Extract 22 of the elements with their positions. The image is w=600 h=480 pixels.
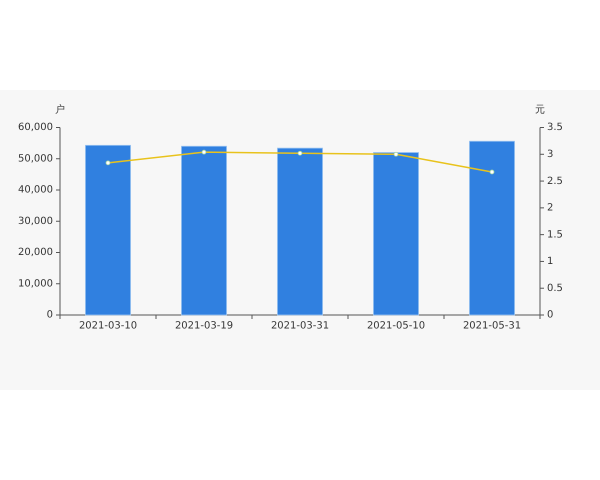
y-tick-label: 0 xyxy=(46,310,53,321)
y2-tick-label: 2.5 xyxy=(547,176,563,187)
x-tick-label: 2021-05-10 xyxy=(366,320,426,332)
y-tick-label: 20,000 xyxy=(18,247,53,258)
y2-tick-label: 0 xyxy=(547,310,554,321)
x-tick-label: 2021-03-19 xyxy=(174,320,234,332)
y2-tick-label: 1 xyxy=(547,256,554,268)
y-tick-label: 30,000 xyxy=(18,216,53,227)
y-tick-label: 60,000 xyxy=(18,122,53,134)
x-tick-label: 2021-03-31 xyxy=(270,320,330,332)
y-tick-label: 10,000 xyxy=(18,278,53,290)
y-axis-title: 户 xyxy=(55,104,65,116)
y-tick-label: 50,000 xyxy=(18,153,53,164)
y2-tick-label: 1.5 xyxy=(547,229,563,240)
y2-tick-label: 2 xyxy=(547,202,554,214)
y2-axis-title: 元 xyxy=(535,104,545,116)
x-tick-label: 2021-03-10 xyxy=(78,320,138,332)
y2-tick-label: 0.5 xyxy=(547,282,563,294)
y2-tick-label: 3 xyxy=(547,149,554,160)
x-tick-label: 2021-05-31 xyxy=(462,320,522,332)
y-tick-label: 40,000 xyxy=(18,184,53,196)
y2-tick-label: 3.5 xyxy=(547,122,563,134)
